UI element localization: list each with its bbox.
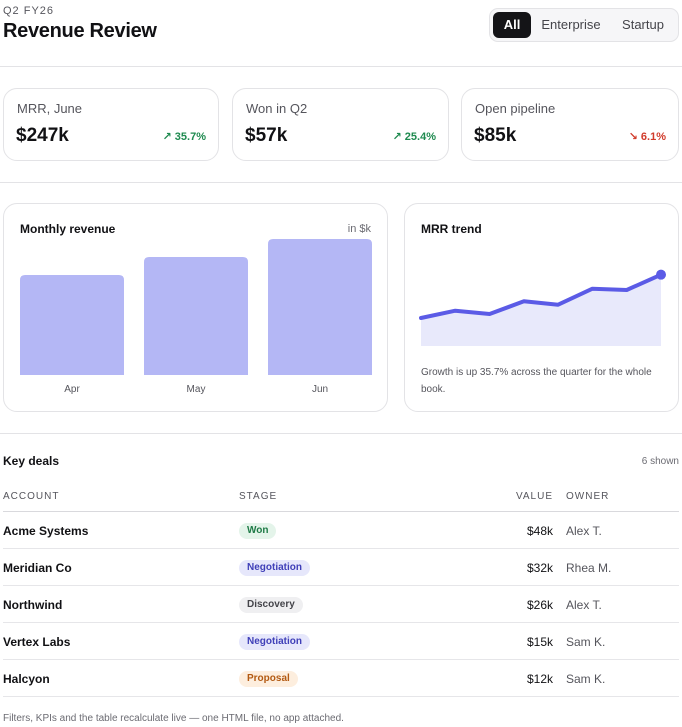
mrr-trend-title: MRR trend xyxy=(421,222,482,236)
owner-cell: Sam K. xyxy=(566,635,606,649)
kpi-label: MRR, June xyxy=(17,101,83,116)
bar-label: Jun xyxy=(312,384,328,395)
trend-line xyxy=(419,272,663,320)
value-cell: $48k xyxy=(526,524,553,538)
column-header-value[interactable]: VALUE xyxy=(515,491,553,502)
table-row[interactable]: Halcyon Proposal $12k Sam K. xyxy=(3,660,679,697)
page-eyebrow: Q2 FY26 xyxy=(3,5,55,17)
kpi-value: $247k xyxy=(16,125,69,146)
monthly-revenue-card: Monthly revenue in $k Apr May Jun xyxy=(3,203,388,412)
account-cell: Northwind xyxy=(3,598,63,612)
stage-badge: Won xyxy=(239,523,277,539)
stage-badge: Negotiation xyxy=(239,634,310,650)
value-cell: $26k xyxy=(526,598,553,612)
bar-may[interactable] xyxy=(144,257,248,375)
segment-enterprise-button[interactable]: Enterprise xyxy=(541,17,601,32)
kpi-delta-value: 6.1% xyxy=(640,131,666,143)
deals-count: 6 shown xyxy=(641,456,679,467)
segment-filter: All Enterprise Startup xyxy=(489,8,679,42)
deals-title: Key deals xyxy=(3,454,60,468)
monthly-revenue-unit: in $k xyxy=(347,223,371,235)
section-divider xyxy=(0,182,682,183)
value-cell: $32k xyxy=(526,561,553,575)
owner-cell: Sam K. xyxy=(566,672,606,686)
stage-badge: Discovery xyxy=(239,597,303,613)
trend-area xyxy=(421,274,661,346)
bar-label: Apr xyxy=(64,384,80,395)
stage-badge: Proposal xyxy=(239,671,298,687)
account-cell: Halcyon xyxy=(3,672,50,686)
segment-all-button[interactable]: All xyxy=(493,12,531,38)
owner-cell: Rhea M. xyxy=(566,561,612,575)
column-header-owner[interactable]: OWNER xyxy=(566,491,610,502)
kpi-label: Open pipeline xyxy=(475,101,556,116)
arrow-up-right-icon: ↗ xyxy=(392,131,402,143)
footer-note: Filters, KPIs and the table recalculate … xyxy=(3,713,344,724)
stage-badge: Negotiation xyxy=(239,560,310,576)
page-header: Q2 FY26 Revenue Review All Enterprise St… xyxy=(0,0,682,67)
mrr-trend-card: MRR trend Growth is up 35.7% across the … xyxy=(404,203,679,412)
value-cell: $15k xyxy=(526,635,553,649)
mrr-trend-note: Growth is up 35.7% across the quarter fo… xyxy=(421,367,652,395)
kpi-delta: ↗ 35.7% xyxy=(163,130,206,143)
kpi-value: $85k xyxy=(474,125,517,146)
bar-apr[interactable] xyxy=(20,275,124,375)
deals-table-header: ACCOUNT STAGE VALUE OWNER xyxy=(3,486,679,512)
column-header-account[interactable]: ACCOUNT xyxy=(3,491,60,502)
table-row[interactable]: Meridian Co Negotiation $32k Rhea M. xyxy=(3,549,679,586)
account-cell: Acme Systems xyxy=(3,524,89,538)
kpi-delta: ↘ 6.1% xyxy=(629,130,666,143)
kpi-delta-value: 35.7% xyxy=(174,131,206,143)
page-title: Revenue Review xyxy=(3,20,157,42)
kpi-card-mrr: MRR, June $247k ↗ 35.7% xyxy=(3,88,219,161)
account-cell: Meridian Co xyxy=(3,561,72,575)
column-header-stage[interactable]: STAGE xyxy=(239,491,278,502)
table-row[interactable]: Vertex Labs Negotiation $15k Sam K. xyxy=(3,623,679,660)
mrr-trend-chart xyxy=(419,269,666,346)
arrow-up-right-icon: ↗ xyxy=(162,131,172,143)
monthly-revenue-title: Monthly revenue xyxy=(20,222,116,236)
kpi-value: $57k xyxy=(245,125,288,146)
bar-label: May xyxy=(187,384,206,395)
kpi-delta: ↗ 25.4% xyxy=(393,130,436,143)
segment-startup-button[interactable]: Startup xyxy=(622,17,664,32)
trend-end-point[interactable] xyxy=(656,269,666,280)
kpi-card-won: Won in Q2 $57k ↗ 25.4% xyxy=(232,88,449,161)
kpi-card-pipeline: Open pipeline $85k ↘ 6.1% xyxy=(461,88,679,161)
arrow-down-right-icon: ↘ xyxy=(628,131,638,143)
owner-cell: Alex T. xyxy=(566,524,602,538)
value-cell: $12k xyxy=(526,672,553,686)
kpi-delta-value: 25.4% xyxy=(404,131,436,143)
table-row[interactable]: Northwind Discovery $26k Alex T. xyxy=(3,586,679,623)
section-divider xyxy=(0,433,682,434)
owner-cell: Alex T. xyxy=(566,598,602,612)
account-cell: Vertex Labs xyxy=(3,635,71,649)
kpi-label: Won in Q2 xyxy=(246,101,308,116)
monthly-revenue-chart: Apr May Jun xyxy=(20,239,372,395)
table-row[interactable]: Acme Systems Won $48k Alex T. xyxy=(3,512,679,549)
bar-jun[interactable] xyxy=(268,239,372,375)
